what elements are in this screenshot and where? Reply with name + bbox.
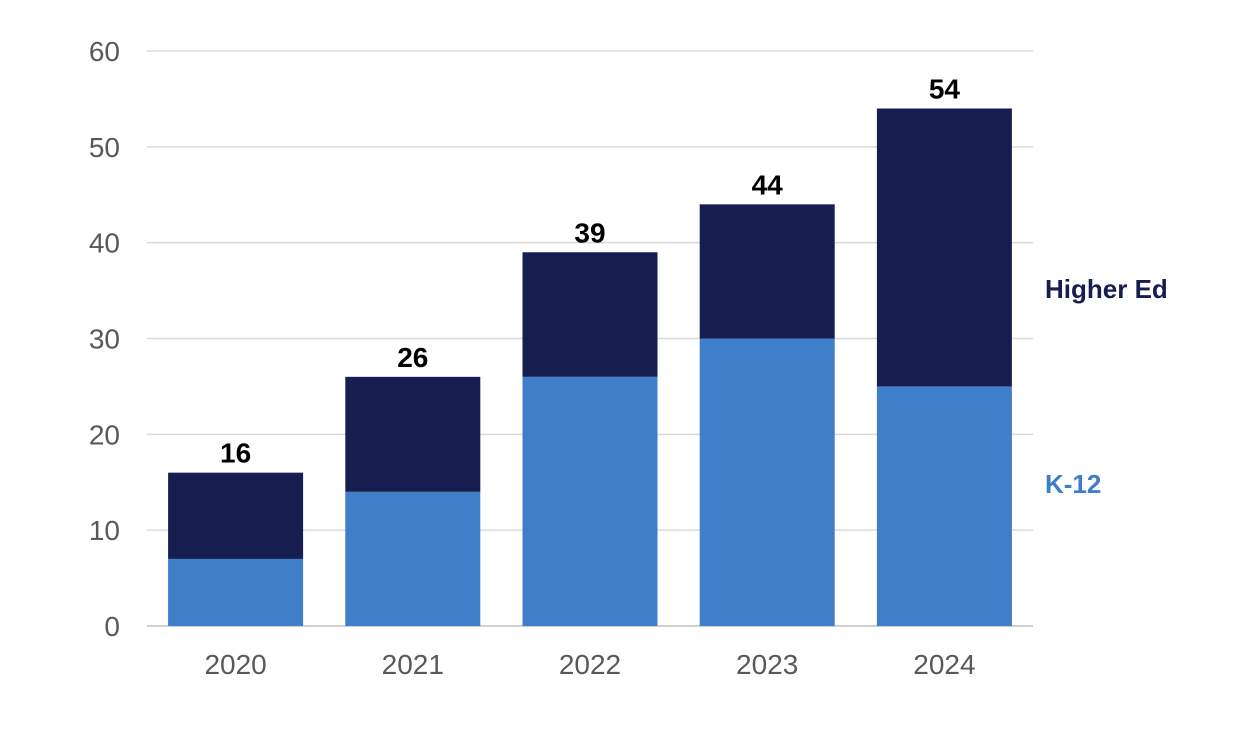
x-tick-label-2021: 2021 [382,649,444,680]
total-label-2024: 54 [929,74,961,105]
legend-label-higher-ed: Higher Ed [1045,274,1168,304]
bar-segment-k-12-2020 [168,558,304,626]
bar-segment-k-12-2022 [522,376,658,626]
bar-segment-higher-ed-2024 [876,108,1012,387]
bar-segment-k-12-2023 [699,338,835,626]
labels: 0 10 20 30 40 50 60 16 2020 26 2021 39 2022 44 2023 54 2… [89,36,1168,680]
x-tick-label-2024: 2024 [913,649,975,680]
y-tick-label: 30 [89,324,120,355]
x-tick-label-2020: 2020 [204,649,266,680]
x-tick-label-2023: 2023 [736,649,798,680]
total-label-2021: 26 [397,342,428,373]
y-tick-label: 60 [89,36,120,67]
y-tick-label: 40 [89,228,120,259]
bar-segment-k-12-2024 [876,386,1012,626]
total-label-2020: 16 [220,438,251,469]
bar-segment-k-12-2021 [345,491,481,626]
bar-segment-higher-ed-2023 [699,204,835,339]
bars [168,108,1012,626]
x-tick-label-2022: 2022 [559,649,621,680]
y-tick-label: 20 [89,419,120,450]
total-label-2023: 44 [752,169,784,200]
total-label-2022: 39 [574,217,605,248]
y-tick-label: 10 [89,515,120,546]
bar-segment-higher-ed-2020 [168,472,304,559]
bar-segment-higher-ed-2021 [345,376,481,492]
bar-segment-higher-ed-2022 [522,252,658,377]
y-tick-label: 50 [89,132,120,163]
y-tick-label: 0 [104,611,120,642]
legend-label-k-12: K-12 [1045,469,1101,499]
